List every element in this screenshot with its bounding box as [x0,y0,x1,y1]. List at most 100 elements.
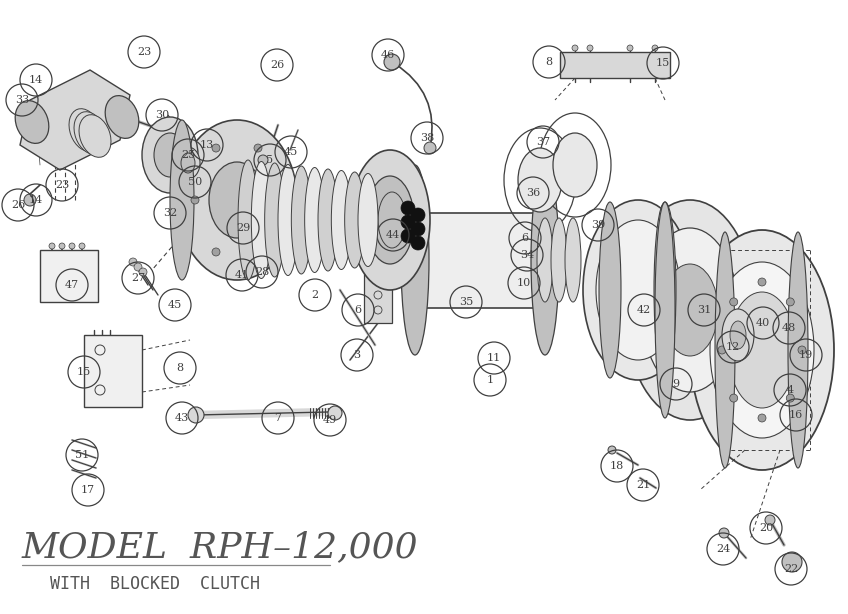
Text: 46: 46 [381,50,395,60]
Ellipse shape [690,230,834,470]
Text: 17: 17 [81,485,95,495]
Ellipse shape [551,218,567,302]
Ellipse shape [238,160,258,280]
Circle shape [608,446,616,454]
Text: 4: 4 [786,385,794,395]
Text: 33: 33 [15,95,29,105]
Circle shape [254,248,262,256]
Text: 24: 24 [716,544,730,554]
Circle shape [258,155,268,165]
Ellipse shape [722,309,754,361]
Ellipse shape [596,220,680,360]
Circle shape [69,243,75,249]
Ellipse shape [625,200,755,420]
Text: 45: 45 [168,300,182,310]
Circle shape [24,194,36,206]
Bar [40,250,98,302]
Text: 5: 5 [266,155,274,165]
Text: 14: 14 [29,195,43,205]
Ellipse shape [553,133,597,197]
Circle shape [328,406,342,420]
Circle shape [718,346,726,354]
Text: 44: 44 [386,230,400,240]
Text: 51: 51 [75,450,89,460]
Circle shape [719,528,729,538]
Text: 48: 48 [782,323,796,333]
Ellipse shape [583,200,693,380]
Ellipse shape [537,218,553,302]
Text: 29: 29 [236,223,250,233]
Ellipse shape [251,161,271,279]
Circle shape [401,229,415,243]
Ellipse shape [642,228,738,392]
Circle shape [730,394,738,402]
Polygon shape [20,70,130,170]
Ellipse shape [728,292,796,408]
Text: 9: 9 [672,379,679,389]
Bar [364,267,392,323]
Circle shape [424,142,436,154]
Text: 12: 12 [726,342,740,352]
Text: 49: 49 [323,415,338,425]
Ellipse shape [715,232,735,468]
Text: 42: 42 [637,305,651,315]
Ellipse shape [74,112,106,154]
Circle shape [786,298,795,306]
Ellipse shape [69,109,101,151]
Ellipse shape [154,133,186,177]
Ellipse shape [177,120,297,280]
Ellipse shape [304,168,325,273]
Text: 21: 21 [636,480,650,490]
Text: 1: 1 [487,375,494,385]
Ellipse shape [565,218,581,302]
Circle shape [411,208,425,222]
Circle shape [188,407,204,423]
Text: 18: 18 [610,461,624,471]
Text: 16: 16 [789,410,803,420]
Ellipse shape [209,162,265,238]
Ellipse shape [292,166,311,274]
Text: 8: 8 [545,57,553,67]
Text: 38: 38 [420,133,434,143]
Ellipse shape [782,552,802,572]
Circle shape [79,243,85,249]
Text: 10: 10 [517,278,531,288]
Bar [560,52,670,78]
Circle shape [411,222,425,236]
Text: 45: 45 [284,147,298,157]
Circle shape [129,258,137,266]
Text: 8: 8 [176,363,183,373]
Text: 13: 13 [200,140,215,150]
Text: 15: 15 [656,58,670,68]
Bar [415,213,545,308]
Text: MODEL  RPH–12,000: MODEL RPH–12,000 [22,530,419,564]
Text: 7: 7 [275,413,282,423]
Circle shape [384,54,400,70]
Ellipse shape [350,150,430,290]
Text: 35: 35 [459,297,473,307]
Text: 30: 30 [155,110,169,120]
Text: 34: 34 [520,250,534,260]
Ellipse shape [654,202,676,378]
Ellipse shape [366,176,414,264]
Text: 23: 23 [55,180,70,190]
Ellipse shape [710,262,814,438]
Circle shape [212,248,220,256]
Circle shape [798,346,806,354]
Circle shape [134,263,142,271]
Ellipse shape [518,148,562,212]
Text: 15: 15 [77,367,91,377]
Ellipse shape [278,165,298,276]
Text: 26: 26 [270,60,284,70]
Text: 32: 32 [163,208,177,218]
Circle shape [730,298,738,306]
Circle shape [254,144,262,152]
Text: 26: 26 [11,200,25,210]
Ellipse shape [79,115,111,157]
Circle shape [765,515,775,525]
Circle shape [572,45,578,51]
Text: 22: 22 [784,564,798,574]
Text: 11: 11 [487,353,501,363]
Circle shape [758,414,766,422]
Text: 40: 40 [756,318,770,328]
